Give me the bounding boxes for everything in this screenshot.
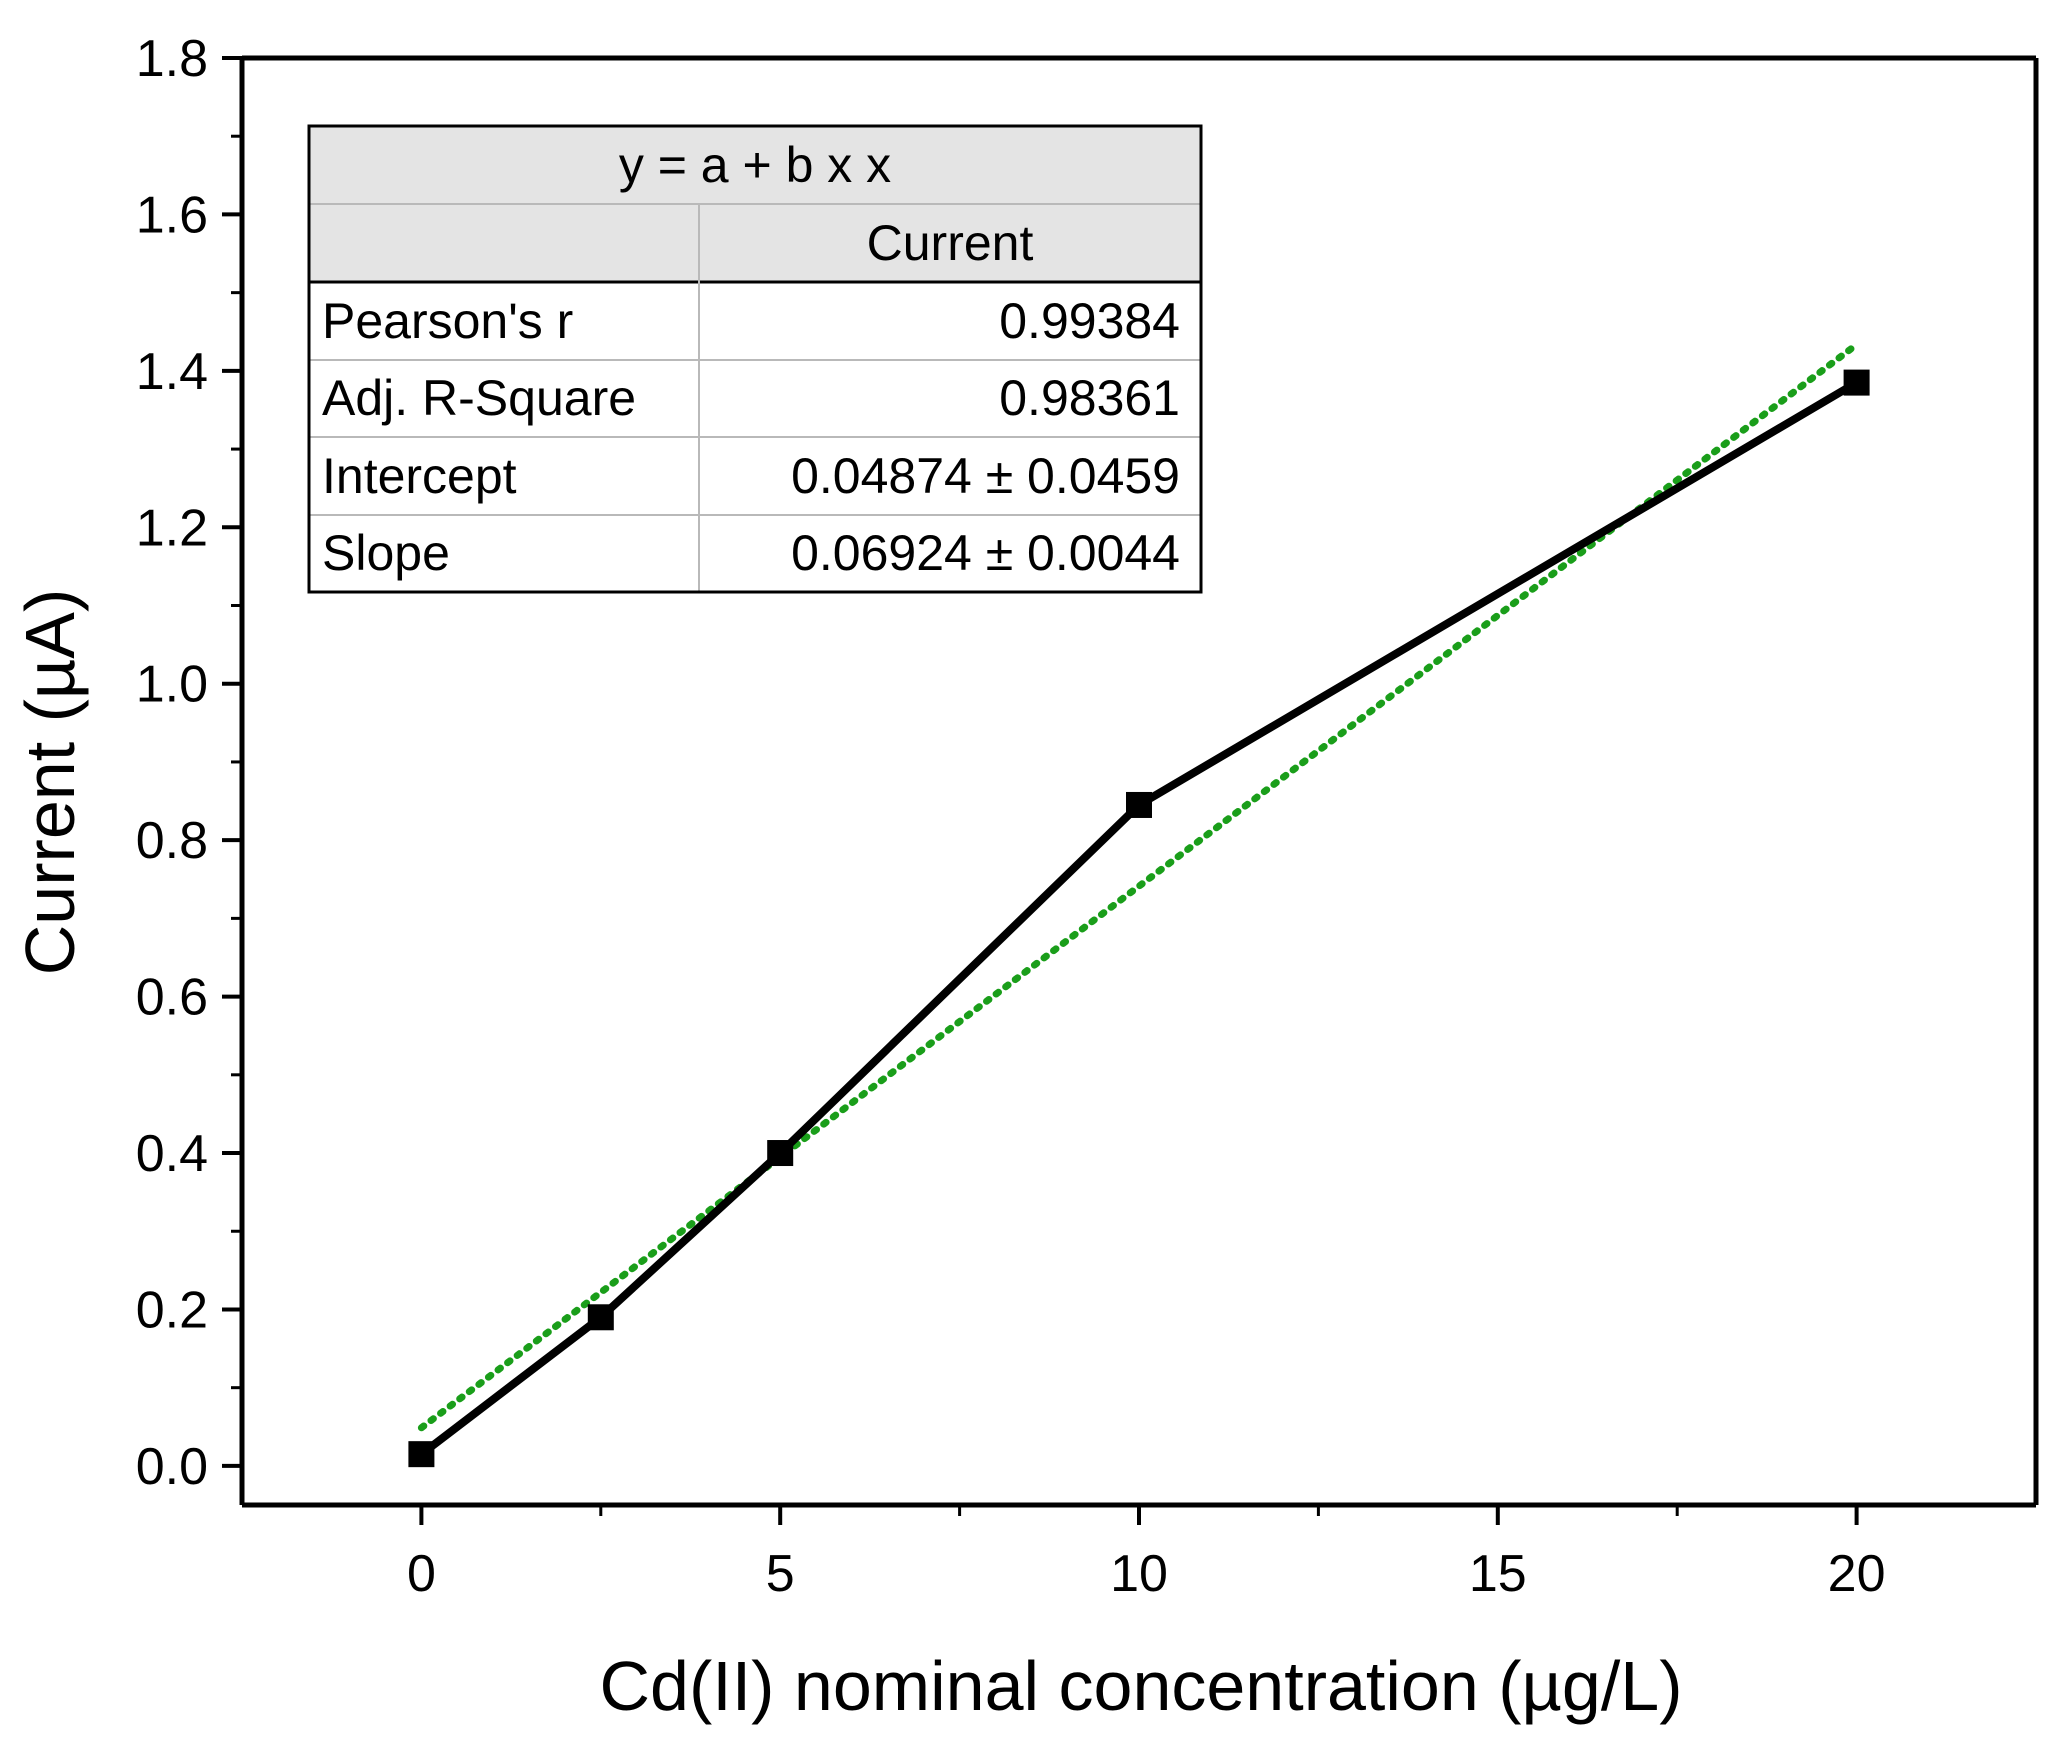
y-tick-label: 1.0 — [136, 656, 208, 714]
table-row-label: Intercept — [322, 448, 517, 504]
x-tick-label: 10 — [1110, 1545, 1168, 1603]
table-row-label: Pearson's r — [322, 293, 573, 349]
y-tick-label: 0.4 — [136, 1125, 208, 1183]
table-row-value: 0.06924 ± 0.0044 — [791, 525, 1180, 581]
data-point-marker — [767, 1140, 794, 1167]
y-tick-label: 1.6 — [136, 186, 208, 244]
table-row-value: 0.04874 ± 0.0459 — [791, 448, 1180, 504]
data-point-marker — [1843, 369, 1870, 396]
table-row-label: Slope — [322, 525, 450, 581]
data-point-marker — [408, 1441, 435, 1468]
x-tick-label: 0 — [407, 1545, 436, 1603]
table-column-header: Current — [867, 215, 1034, 271]
y-tick-label: 0.2 — [136, 1281, 208, 1339]
y-tick-label: 0.6 — [136, 969, 208, 1027]
x-tick-label: 5 — [766, 1545, 795, 1603]
regression-stats-table: y = a + b x x Current Pearson's r 0.9938… — [307, 124, 1203, 594]
table-subheader-bg — [309, 204, 1201, 282]
table-header-bg — [309, 126, 1201, 204]
table-row-value: 0.98361 — [999, 370, 1180, 426]
x-tick-label: 20 — [1828, 1545, 1886, 1603]
y-tick-label: 0.8 — [136, 812, 208, 870]
y-axis-title: Current (µA) — [11, 589, 89, 976]
table-border — [307, 124, 1203, 594]
table-equation: y = a + b x x — [619, 137, 891, 193]
x-tick-label: 15 — [1469, 1545, 1527, 1603]
table-row-label: Adj. R-Square — [322, 370, 636, 426]
y-tick-label: 1.8 — [136, 30, 208, 88]
data-point-marker — [587, 1304, 614, 1331]
y-tick-label: 1.2 — [136, 499, 208, 557]
y-tick-label: 1.4 — [136, 343, 208, 401]
y-tick-label: 0.0 — [136, 1438, 208, 1496]
x-axis-title: Cd(II) nominal concentration (µg/L) — [599, 1647, 1682, 1725]
data-point-marker — [1126, 791, 1152, 818]
table-row-value: 0.99384 — [999, 293, 1180, 349]
